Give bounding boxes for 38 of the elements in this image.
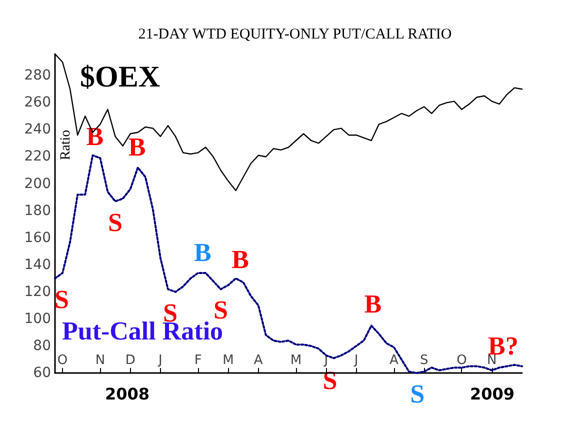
annotation: B bbox=[86, 122, 104, 151]
annotation: S bbox=[108, 208, 122, 237]
x-tick-label: O bbox=[456, 353, 467, 368]
chart-title: 21-DAY WTD EQUITY-ONLY PUT/CALL RATIO bbox=[138, 26, 452, 42]
x-tick-label: A bbox=[390, 353, 398, 368]
y-tick-label: 220 bbox=[24, 148, 51, 165]
annotation: B bbox=[364, 289, 382, 318]
annotation: S bbox=[410, 380, 425, 408]
annotation: B bbox=[232, 244, 249, 274]
x-tick-label: O bbox=[57, 353, 68, 368]
y-tick-label: 280 bbox=[24, 68, 51, 84]
y-axis-title: Ratio bbox=[58, 130, 74, 160]
y-tick-label: 180 bbox=[24, 202, 51, 219]
y-tick-label: 260 bbox=[24, 94, 51, 111]
text: 2008 bbox=[105, 384, 150, 404]
x-tick-label: F bbox=[194, 353, 202, 368]
x-tick-label: M bbox=[222, 353, 234, 368]
y-tick-label: 80 bbox=[33, 338, 51, 354]
x-tick-label: A bbox=[254, 353, 263, 368]
y-tick-label: 100 bbox=[24, 310, 51, 327]
x-tick-label: S bbox=[420, 353, 428, 368]
x-tick-label: J bbox=[353, 353, 358, 368]
x-tick-label: M bbox=[290, 353, 302, 368]
annotation: S bbox=[213, 296, 228, 325]
x-tick-label: J bbox=[158, 353, 162, 368]
y-tick-label: 140 bbox=[24, 256, 51, 273]
annotation: B bbox=[128, 132, 146, 162]
text: 2009 bbox=[470, 384, 515, 404]
y-tick-label: 120 bbox=[24, 284, 51, 300]
series-label: $OEX bbox=[80, 60, 160, 94]
annotation: B bbox=[194, 238, 212, 268]
y-tick-label: 240 bbox=[24, 122, 51, 138]
annotation: S bbox=[54, 284, 70, 314]
y-tick-label: 60 bbox=[33, 365, 51, 381]
y-tick-label: 200 bbox=[24, 176, 51, 192]
y-tick-label: 160 bbox=[24, 230, 51, 246]
x-tick-label: N bbox=[95, 353, 106, 368]
x-tick-label: D bbox=[125, 353, 136, 368]
